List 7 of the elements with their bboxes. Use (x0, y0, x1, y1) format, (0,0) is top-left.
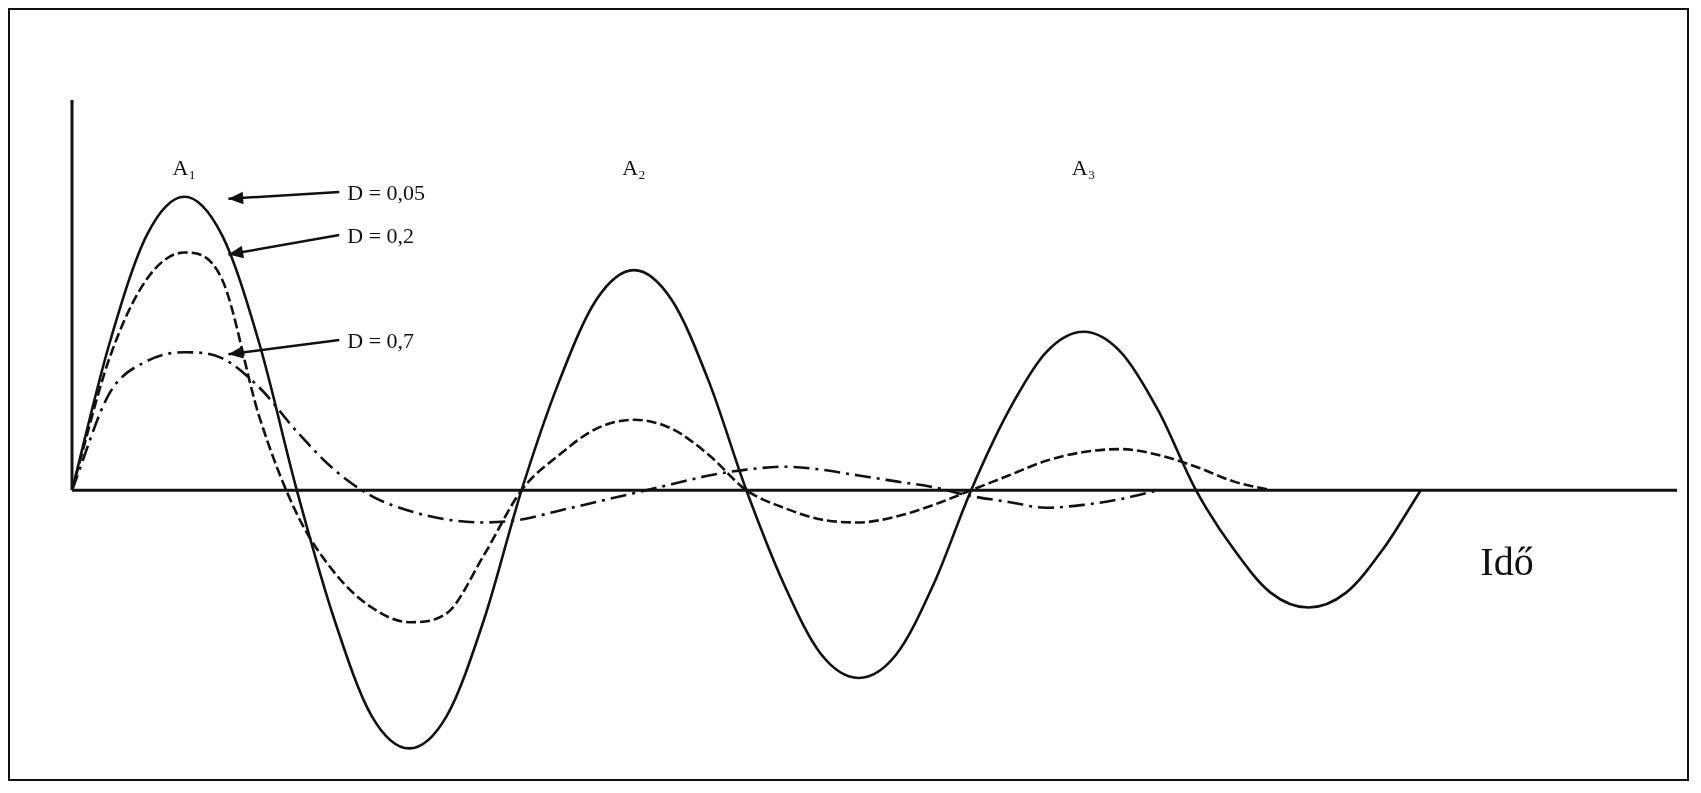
text: A₁ (172, 155, 197, 180)
text: D = 0,7 (347, 328, 415, 353)
text: D = 0,05 (347, 180, 426, 205)
text: A₂ (622, 155, 646, 180)
text: A₃ (1071, 155, 1096, 180)
text: D = 0,2 (347, 223, 415, 248)
x-axis-title: Idő (1480, 539, 1534, 585)
